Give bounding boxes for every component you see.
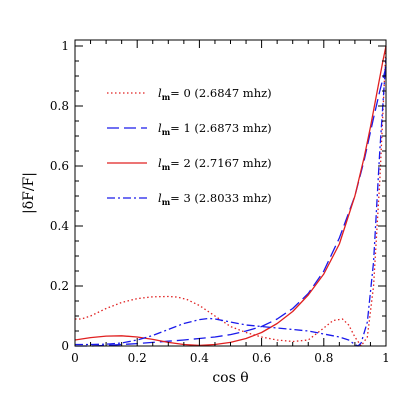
x-axis-title: cos θ [212, 370, 248, 386]
x-tick-label: 0.8 [314, 351, 333, 365]
x-tick-label: 1 [382, 351, 390, 365]
series-layer [74, 45, 387, 347]
legend-label-1: lm= 1 (2.6873 mhz) [158, 121, 272, 137]
tick-labels: 0 0.2 0.4 0.6 0.8 1 0 0.2 0.4 0.6 0.8 1 [50, 39, 390, 365]
y-tick-label: 0.4 [50, 219, 69, 233]
series-line-0 [75, 45, 387, 347]
x-tick-label: 0.4 [190, 351, 209, 365]
y-tick-label: 0.2 [50, 279, 69, 293]
legend-label-3: lm= 3 (2.8033 mhz) [158, 191, 272, 207]
y-tick-label: 0.8 [50, 99, 69, 113]
legend-label-0: lm= 0 (2.6847 mhz) [158, 86, 272, 102]
series-line-3 [75, 57, 387, 347]
y-tick-label: 0.6 [50, 159, 69, 173]
x-tick-label: 0.2 [128, 351, 147, 365]
x-tick-label: 0 [71, 351, 79, 365]
series-line-2 [74, 45, 387, 347]
y-axis-title: |δF/F| [21, 172, 37, 214]
y-tick-label: 0 [61, 339, 69, 353]
ticks-layer [74, 40, 387, 347]
legend-label-2: lm= 2 (2.7167 mhz) [158, 156, 272, 172]
y-tick-label: 1 [61, 39, 69, 53]
x-tick-label: 0.6 [252, 351, 271, 365]
legend: lm= 0 (2.6847 mhz) lm= 1 (2.6873 mhz) lm= … [107, 86, 272, 207]
